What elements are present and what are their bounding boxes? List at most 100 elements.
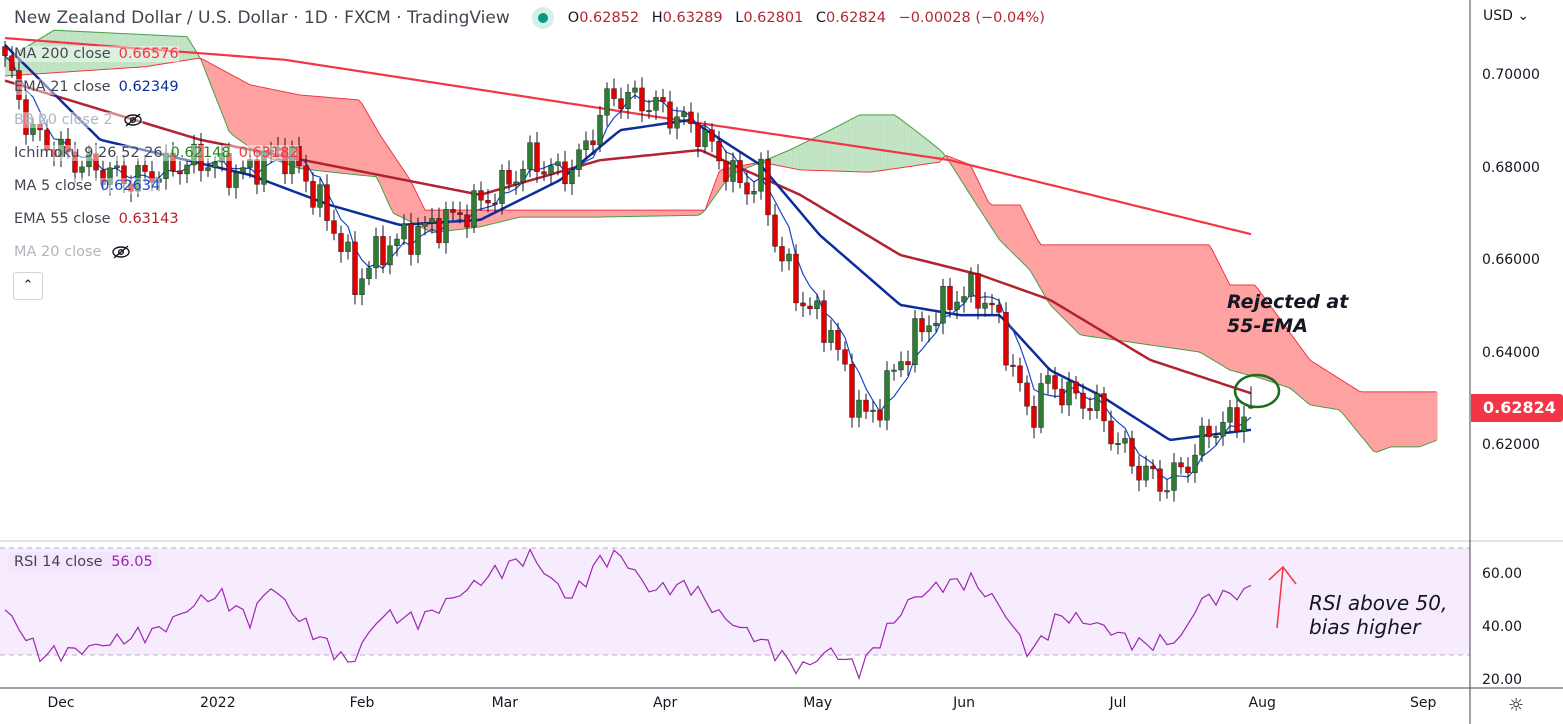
cloud-segment [645, 210, 650, 217]
legend-ma200[interactable]: MA 200 close 0.66576 [14, 46, 179, 62]
legend-ma20[interactable]: MA 20 close [14, 244, 132, 260]
candle-body [716, 141, 722, 162]
cloud-segment [575, 210, 580, 218]
cloud-segment [1083, 244, 1087, 336]
candle-body [247, 159, 253, 168]
candle-body [296, 146, 302, 167]
candle-body [653, 97, 659, 111]
candle-body [352, 241, 358, 295]
candle [51, 141, 57, 167]
candle [58, 131, 64, 168]
cloud-segment [323, 96, 328, 172]
candle-body [373, 236, 379, 269]
symbol-title[interactable]: New Zealand Dollar / U.S. Dollar · 1D · … [14, 8, 510, 28]
candle-body [520, 168, 526, 183]
candle [576, 143, 582, 177]
candle [429, 207, 435, 234]
candle [1066, 371, 1072, 416]
candle [1220, 411, 1226, 446]
candle [1045, 368, 1051, 395]
candle [1234, 399, 1240, 439]
candle [765, 150, 771, 226]
cloud-segment [1170, 244, 1175, 349]
cloud-segment [1069, 244, 1073, 328]
candle [884, 361, 890, 431]
cloud-segment [1167, 244, 1171, 348]
candle-body [933, 322, 939, 326]
candle [184, 158, 190, 184]
cloud-segment [925, 138, 930, 165]
candle [443, 201, 449, 254]
eye-off-icon[interactable] [123, 113, 143, 127]
cloud-segment [120, 33, 125, 69]
cloud-segment [1401, 391, 1406, 447]
time-tick-label: May [803, 695, 833, 711]
candle [758, 152, 764, 200]
cloud-segment [638, 210, 643, 217]
cloud-segment [5, 57, 9, 76]
cloud-segment [897, 116, 902, 169]
candle [786, 248, 792, 271]
candle-body [93, 153, 99, 171]
legend-ema55[interactable]: EMA 55 close 0.63143 [14, 211, 179, 227]
cloud-segment [565, 210, 569, 218]
price-tick-label: 0.64000 [1482, 344, 1540, 361]
candle [716, 131, 722, 170]
legend-ema21[interactable]: EMA 21 close 0.62349 [14, 79, 179, 95]
cloud-segment [1041, 244, 1045, 296]
candle [982, 292, 988, 317]
time-tick-label: Dec [47, 695, 75, 711]
cloud-segment [1314, 362, 1318, 407]
eye-off-icon[interactable] [111, 245, 131, 259]
cloud-segment [1142, 244, 1147, 345]
candle-body [793, 253, 799, 304]
candle-body [345, 241, 351, 252]
legend-rsi[interactable]: RSI 14 close 56.05 [8, 552, 159, 572]
candle [478, 181, 484, 211]
candle-body [44, 129, 50, 150]
candle-body [513, 181, 519, 185]
candle [1122, 430, 1128, 453]
cloud-segment [393, 155, 398, 215]
cloud-segment [1044, 244, 1049, 302]
cloud-segment [635, 210, 639, 217]
cloud-segment [365, 109, 370, 177]
cloud-segment [1188, 244, 1192, 351]
legend-ma5[interactable]: MA 5 close 0.62634 [14, 178, 161, 194]
candle-body [506, 170, 512, 185]
candle-body [597, 114, 603, 146]
cloud-segment [1296, 341, 1301, 397]
candle [611, 78, 617, 107]
cloud-segment [1398, 391, 1402, 447]
cloud-segment [967, 163, 972, 196]
candle [1129, 430, 1135, 474]
rsi-line [4, 548, 1252, 681]
candle-body [1157, 468, 1163, 492]
candle [646, 99, 652, 119]
cloud-segment [582, 210, 587, 218]
candle-body [226, 153, 232, 188]
currency-selector[interactable]: USD ⌄ [1483, 8, 1530, 24]
cloud-segment [593, 210, 597, 218]
up-arrow-annotation [1268, 565, 1297, 629]
candle-body [1017, 365, 1023, 384]
cloud-segment [278, 90, 282, 163]
candle-body [401, 223, 407, 240]
cloud-segment [236, 77, 240, 140]
candle [569, 159, 575, 195]
candle-body [569, 169, 575, 185]
candle-body [618, 98, 624, 109]
cloud-segment [908, 124, 912, 167]
cloud-segment [1146, 244, 1150, 345]
candle [352, 231, 358, 305]
cloud-segment [544, 210, 548, 218]
candle-body [1038, 383, 1044, 428]
settings-sun-icon[interactable]: ☼ [1508, 695, 1525, 716]
cloud-segment [260, 86, 265, 157]
candle-body [254, 159, 260, 185]
candle [723, 150, 729, 191]
collapse-legend-button[interactable]: ⌃ [13, 272, 43, 300]
legend-ichimoku[interactable]: Ichimoku 9 26 52 26 0.62148 0.63182 [14, 145, 299, 161]
legend-bb20[interactable]: BB 20 close 2 [14, 112, 143, 128]
